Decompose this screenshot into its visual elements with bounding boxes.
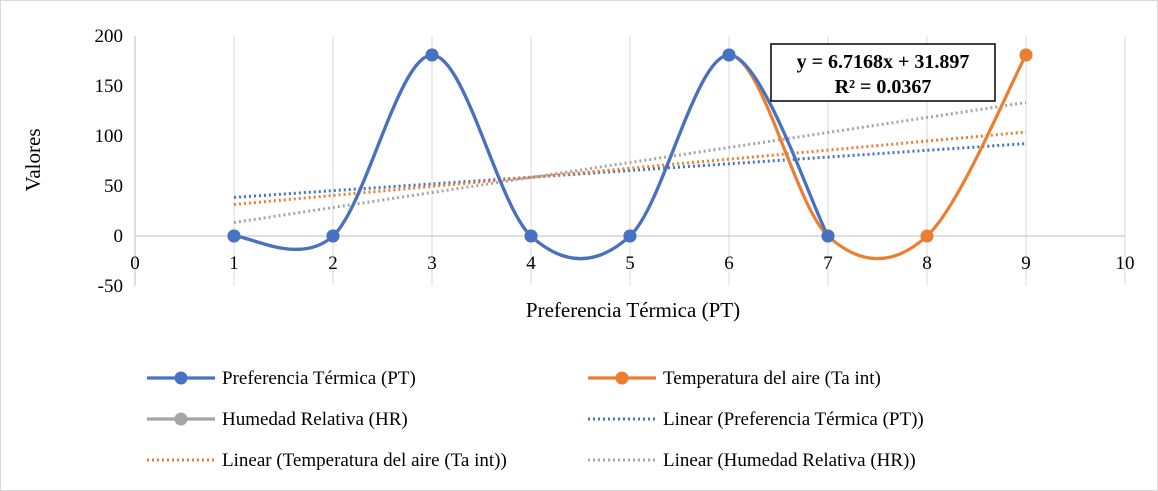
y-tick-label: 0 [114,226,124,247]
legend-label: Humedad Relativa (HR) [222,409,408,430]
x-tick-label: 6 [724,253,734,274]
legend-label: Preferencia Térmica (PT) [222,368,416,389]
legend-marker [615,371,629,385]
legend: Preferencia Térmica (PT) Temperatura del … [147,368,924,471]
legend-item-temperatura-del-aire-ta-int: Temperatura del aire (Ta int) [588,368,881,389]
x-tick-label: 2 [328,253,338,274]
x-tick-label: 3 [427,253,437,274]
x-tick-label: 7 [823,253,833,274]
r-squared: R² = 0.0367 [835,76,932,98]
x-tick-label: 4 [526,253,536,274]
data-point-preferencia-t-rmica-pt [326,229,340,243]
legend-marker [174,412,188,426]
trendlines [233,101,1027,224]
data-point-preferencia-t-rmica-pt [821,229,835,243]
equation-box-frame [770,43,996,102]
y-axis-title: Valores [21,129,45,192]
legend-item-linear-preferencia-t-rmica-pt: Linear (Preferencia Térmica (PT)) [588,409,924,430]
data-point-temperatura-del-aire-ta-int [1019,48,1033,62]
y-tick-label: 150 [95,76,124,97]
trendline-linear-preferencia-t-rmica-pt [233,142,1027,199]
data-point-preferencia-t-rmica-pt [623,229,637,243]
data-point-temperatura-del-aire-ta-int [920,229,934,243]
data-point-preferencia-t-rmica-pt [722,48,736,62]
legend-item-humedad-relativa-hr: Humedad Relativa (HR) [147,409,408,430]
x-tick-label: 5 [625,253,635,274]
legend-label: Linear (Humedad Relativa (HR)) [663,450,916,471]
y-tick-label: 100 [95,126,124,147]
trendline-linear-humedad-relativa-hr [233,101,1027,224]
x-tick-label: 8 [922,253,932,274]
y-tick-label: -50 [98,276,123,297]
data-point-preferencia-t-rmica-pt [425,48,439,62]
legend-item-preferencia-t-rmica-pt: Preferencia Térmica (PT) [147,368,416,389]
x-tick-label: 10 [1116,253,1135,274]
data-point-preferencia-t-rmica-pt [227,229,241,243]
x-tick-label: 1 [229,253,239,274]
legend-label: Linear (Temperatura del aire (Ta int)) [222,450,507,471]
trendline-equation: y = 6.7168x + 31.897 [797,51,970,73]
y-tick-label: 50 [104,176,123,197]
tick-labels: 200 150 100 50 0 -50 0 1 2 3 4 5 6 7 8 9 10 [95,26,1135,297]
trendline-equation-box: y = 6.7168x + 31.897 R² = 0.0367 [770,43,996,102]
x-tick-label: 9 [1021,253,1031,274]
legend-item-linear-temperatura-del-aire-ta-int: Linear (Temperatura del aire (Ta int)) [147,450,507,471]
legend-marker [174,371,188,385]
series-markers [227,48,1033,243]
legend-item-linear-humedad-relativa-hr: Linear (Humedad Relativa (HR)) [588,450,916,471]
x-axis-title: Preferencia Térmica (PT) [526,298,740,322]
x-tick-label: 0 [130,253,140,274]
legend-label: Linear (Preferencia Térmica (PT)) [663,409,924,430]
y-tick-label: 200 [95,26,124,47]
data-point-preferencia-t-rmica-pt [524,229,538,243]
legend-label: Temperatura del aire (Ta int) [663,368,881,389]
